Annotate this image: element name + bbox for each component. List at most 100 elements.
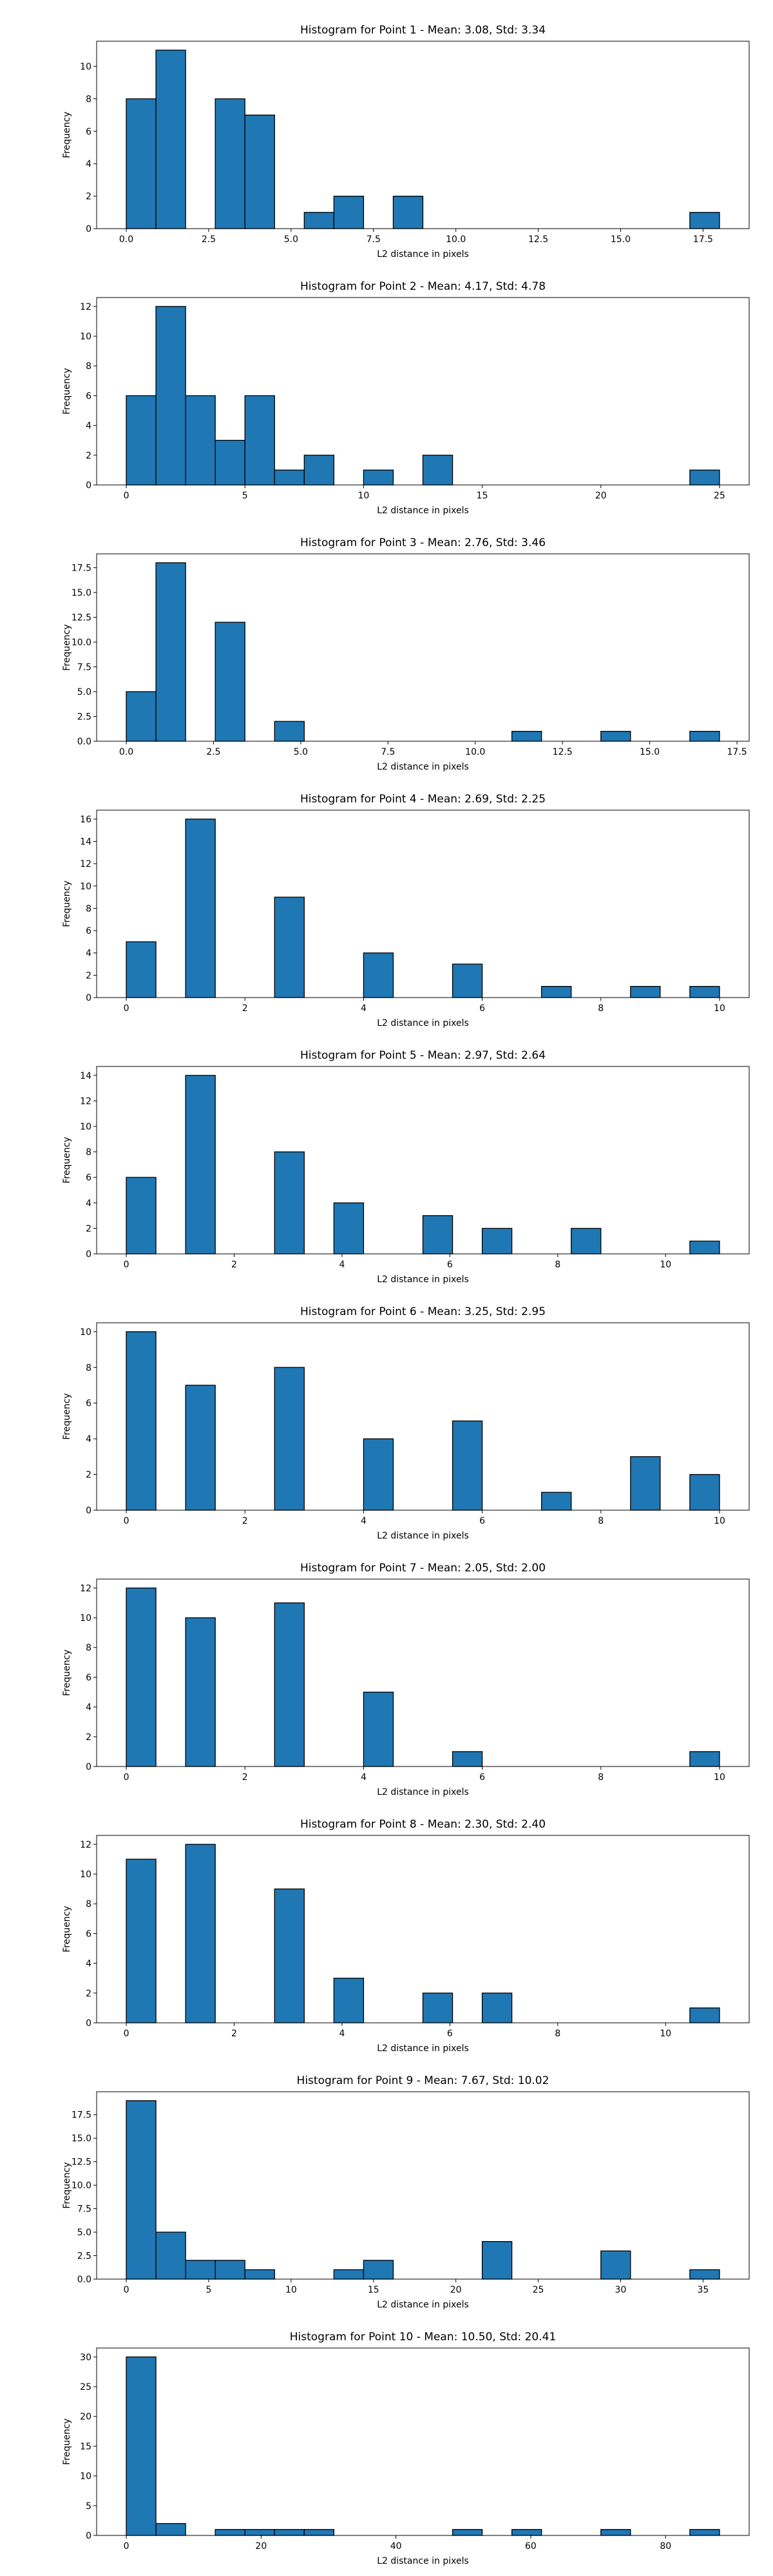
x-tick-label: 4	[361, 1772, 367, 1783]
y-tick-label: 12	[80, 302, 91, 312]
y-tick-label: 4	[86, 1434, 91, 1444]
histogram-bar	[244, 114, 275, 229]
histogram-bar	[571, 1227, 602, 1255]
y-tick-label: 8	[86, 1643, 91, 1653]
histogram-bar	[126, 691, 157, 742]
histogram-bar	[274, 896, 305, 998]
histogram-panel-6: Histogram for Point 6 - Mean: 3.25, Std:…	[62, 1305, 750, 1541]
histogram-bar	[126, 1177, 157, 1255]
x-tick-label: 5	[242, 491, 248, 501]
y-tick-label: 10	[80, 1327, 91, 1338]
x-tick-label: 0.0	[119, 234, 133, 245]
x-tick-label: 6	[479, 1516, 485, 1526]
y-tick-label: 7.5	[77, 2204, 91, 2215]
y-tick-label: 15.0	[72, 588, 91, 598]
chart-title: Histogram for Point 2 - Mean: 4.17, Std:…	[300, 280, 546, 293]
histogram-bar	[215, 98, 245, 229]
y-axis-label: Frequency	[62, 1137, 72, 1183]
x-tick-label: 8	[598, 1516, 604, 1526]
y-tick-label: 10	[80, 62, 91, 72]
y-tick-label: 16	[80, 815, 91, 825]
y-tick-label: 8	[86, 1363, 91, 1373]
x-tick-label: 15.0	[640, 747, 660, 757]
histogram-bar	[689, 2269, 720, 2280]
y-tick-label: 0	[86, 224, 91, 234]
x-axis-label: L2 distance in pixels	[377, 506, 469, 516]
y-tick-label: 17.5	[72, 564, 91, 574]
y-tick-label: 4	[86, 1959, 91, 1969]
axes-frame	[96, 1322, 750, 1511]
y-tick-label: 17.5	[72, 2110, 91, 2121]
y-axis-label: Frequency	[62, 111, 72, 158]
histogram-bar	[363, 2260, 394, 2280]
histogram-bar	[333, 195, 365, 229]
histogram-bar	[126, 2100, 157, 2280]
x-tick-label: 2	[242, 1772, 248, 1783]
x-tick-label: 10	[660, 1260, 671, 1270]
histogram-bar	[363, 469, 394, 486]
y-tick-label: 0	[86, 480, 91, 491]
chart-title: Histogram for Point 3 - Mean: 2.76, Std:…	[300, 536, 546, 549]
histogram-bar	[303, 212, 335, 229]
y-tick-label: 15.0	[72, 2134, 91, 2144]
chart-title: Histogram for Point 1 - Mean: 3.08, Std:…	[300, 24, 546, 37]
histogram-bar	[185, 1844, 216, 2023]
histogram-bar	[303, 455, 335, 486]
x-tick-label: 2	[231, 1260, 237, 1270]
axes-frame	[96, 810, 750, 998]
histogram-bar	[126, 2356, 157, 2536]
histogram-bar	[630, 1456, 661, 1511]
x-tick-label: 2	[242, 1516, 248, 1526]
histogram-bar	[333, 1978, 365, 2023]
x-axis-label: L2 distance in pixels	[377, 1274, 469, 1285]
histogram-bar	[392, 195, 424, 229]
histogram-bar	[155, 50, 186, 229]
histogram-bar	[274, 1367, 305, 1511]
y-tick-label: 25	[80, 2382, 91, 2392]
histogram-bar	[185, 1075, 216, 1255]
y-tick-label: 12.5	[72, 613, 91, 623]
histogram-bar	[215, 2529, 245, 2536]
y-tick-label: 0	[86, 1762, 91, 1772]
histogram-bar	[363, 1691, 394, 1767]
y-tick-label: 6	[86, 1399, 91, 1409]
histogram-bar	[541, 1492, 572, 1511]
x-tick-label: 8	[598, 1772, 604, 1783]
x-tick-label: 6	[479, 1003, 485, 1014]
y-tick-label: 30	[80, 2353, 91, 2363]
chart-title: Histogram for Point 10 - Mean: 10.50, St…	[290, 2331, 557, 2344]
x-tick-label: 0	[124, 2029, 129, 2039]
histogram-bar	[422, 1215, 453, 1255]
x-tick-label: 0	[124, 1772, 129, 1783]
y-tick-label: 10	[80, 1613, 91, 1624]
histogram-bar	[600, 2250, 631, 2280]
x-tick-label: 6	[447, 2029, 453, 2039]
x-tick-label: 2.5	[206, 747, 220, 757]
histogram-bar	[481, 2241, 513, 2280]
histogram-bar	[689, 469, 720, 486]
y-tick-label: 8	[86, 361, 91, 372]
histogram-bar	[689, 986, 720, 998]
histogram-bar	[452, 1420, 483, 1511]
y-axis-label: Frequency	[62, 2418, 72, 2465]
axes-frame	[96, 41, 750, 229]
histogram-panel-1: Histogram for Point 1 - Mean: 3.08, Std:…	[62, 24, 750, 260]
y-axis-label: Frequency	[62, 1393, 72, 1439]
histogram-bar	[363, 952, 394, 998]
chart-title: Histogram for Point 6 - Mean: 3.25, Std:…	[300, 1305, 546, 1318]
histogram-bar	[689, 1751, 720, 1767]
x-tick-label: 5	[205, 2285, 211, 2295]
x-tick-label: 5.0	[284, 234, 298, 245]
x-axis-label: L2 distance in pixels	[377, 1018, 469, 1028]
y-tick-label: 8	[86, 94, 91, 104]
histogram-bar	[422, 455, 453, 486]
histogram-bar	[126, 941, 157, 998]
histogram-bar	[333, 1202, 365, 1255]
x-tick-label: 6	[479, 1772, 485, 1783]
x-tick-label: 20	[450, 2285, 462, 2295]
y-tick-label: 6	[86, 1929, 91, 1939]
y-tick-label: 0.0	[77, 2275, 91, 2285]
histogram-bar	[155, 306, 186, 486]
axes-frame	[96, 2091, 750, 2280]
x-tick-label: 4	[339, 2029, 345, 2039]
